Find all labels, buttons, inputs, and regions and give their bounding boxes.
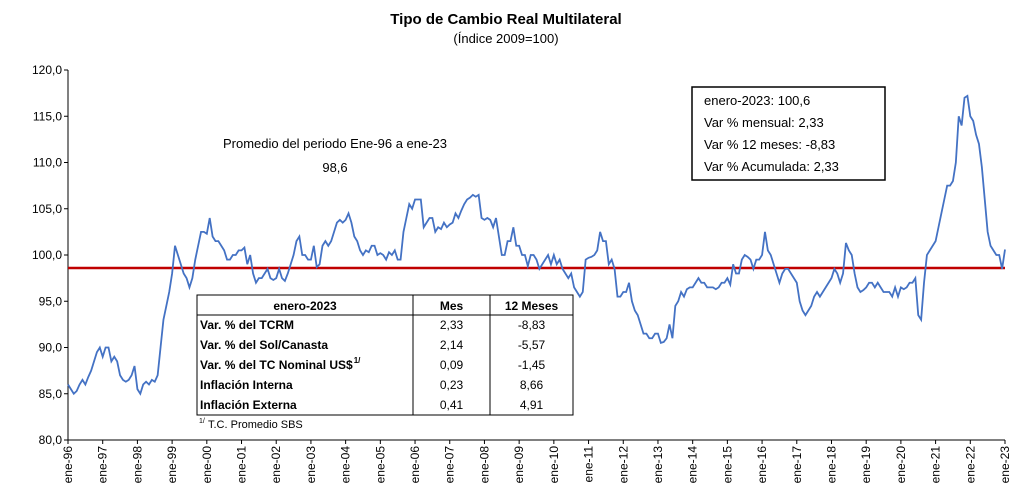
footnote-mark: 1/ [199, 418, 205, 425]
x-tick-label: ene-01 [235, 446, 249, 484]
x-tick-label: ene-16 [755, 446, 769, 484]
table-cell: -1,45 [518, 358, 546, 372]
y-tick-label: 100,0 [32, 248, 62, 262]
x-tick-label: ene-21 [929, 446, 943, 484]
table-cell: 8,66 [520, 378, 544, 392]
x-tick-label: ene-07 [443, 446, 457, 484]
x-tick-label: ene-10 [547, 446, 561, 484]
table-row-label: Inflación Externa [200, 398, 297, 412]
x-tick-label: ene-11 [582, 446, 596, 483]
x-tick-label: ene-98 [130, 446, 144, 484]
reference-label: 98,6 [322, 160, 347, 175]
x-tick-label: ene-19 [859, 446, 873, 484]
table-cell: 0,41 [440, 398, 464, 412]
x-tick-label: ene-23 [998, 446, 1012, 484]
table-row-label: Inflación Interna [200, 378, 293, 392]
y-tick-label: 85,0 [39, 387, 63, 401]
x-tick-label: ene-00 [200, 446, 214, 484]
x-tick-label: ene-08 [477, 446, 491, 484]
table-cell: -8,83 [518, 318, 546, 332]
x-tick-label: ene-06 [408, 446, 422, 484]
x-tick-label: ene-96 [61, 446, 75, 484]
y-tick-label: 105,0 [32, 202, 62, 216]
table-cell: 2,33 [440, 318, 464, 332]
table-row-label: Var. % del TC Nominal US$ [200, 358, 353, 372]
x-tick-label: ene-97 [96, 446, 110, 484]
x-tick-label: ene-17 [790, 446, 804, 484]
x-tick-label: ene-02 [269, 446, 283, 484]
table-header: 12 Meses [505, 299, 559, 313]
table-row-label: Var. % del TCRM [200, 318, 294, 332]
y-tick-label: 120,0 [32, 63, 62, 77]
table-cell: 0,23 [440, 378, 464, 392]
info-box [691, 86, 886, 181]
x-tick-label: ene-15 [720, 446, 734, 484]
table-bg [196, 294, 574, 416]
chart-subtitle: (Índice 2009=100) [453, 31, 558, 46]
x-tick-label: ene-13 [651, 446, 665, 484]
table-header: Mes [440, 299, 464, 313]
line-series [67, 94, 1006, 396]
info-text: Var % 12 meses: -8,83 [704, 137, 835, 152]
x-tick-label: ene-20 [894, 446, 908, 484]
chart-title: Tipo de Cambio Real Multilateral [390, 11, 621, 28]
info-text: Var % Acumulada: 2,33 [704, 159, 839, 174]
y-tick-label: 115,0 [33, 109, 62, 123]
x-tick-label: ene-14 [686, 446, 700, 484]
x-tick-label: ene-99 [165, 446, 179, 484]
y-tick-label: 110,0 [33, 156, 62, 170]
y-tick-label: 95,0 [39, 294, 63, 308]
x-tick-label: ene-22 [963, 446, 977, 484]
info-text: Var % mensual: 2,33 [704, 115, 824, 130]
table-header: enero-2023 [273, 299, 337, 313]
x-tick-label: ene-09 [512, 446, 526, 484]
x-tick-label: ene-04 [339, 446, 353, 484]
table-superscript: 1/ [354, 356, 361, 365]
table-cell: -5,57 [518, 338, 546, 352]
x-tick-label: ene-03 [304, 446, 318, 484]
info-text: enero-2023: 100,6 [704, 93, 810, 108]
y-tick-label: 90,0 [39, 341, 63, 355]
footnote: T.C. Promedio SBS [208, 419, 303, 431]
table-row-label: Var. % del Sol/Canasta [200, 338, 328, 352]
reference-text: Promedio del periodo Ene-96 a ene-23 [223, 136, 447, 151]
x-tick-label: ene-05 [373, 446, 387, 484]
table-cell: 2,14 [440, 338, 464, 352]
table-cell: 4,91 [520, 398, 544, 412]
x-tick-label: ene-18 [824, 446, 838, 484]
y-tick-label: 80,0 [39, 433, 63, 447]
table-cell: 0,09 [440, 358, 464, 372]
x-tick-label: ene-12 [616, 446, 630, 484]
